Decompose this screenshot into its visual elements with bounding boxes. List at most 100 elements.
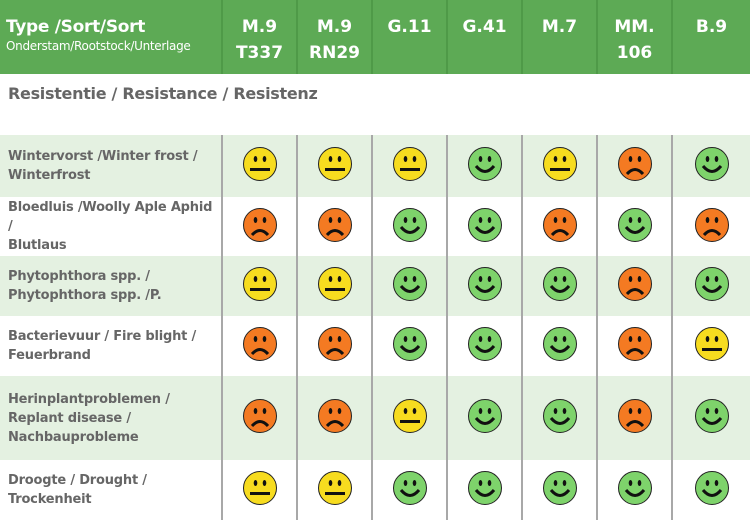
column-name: G.41 xyxy=(462,17,507,37)
smiley-happy-icon xyxy=(392,207,428,243)
smiley-neutral-icon xyxy=(542,146,578,182)
column-name: M.9 xyxy=(316,17,353,37)
rating-cell xyxy=(296,316,372,376)
row-label-line: Trockenheit xyxy=(8,492,92,507)
rating-cell xyxy=(296,460,372,520)
table-row: Droogte / Drought / Trockenheit xyxy=(0,460,750,520)
row-label: Wintervorst /Winter frost / Winterfrost xyxy=(0,135,222,197)
column-header-mm: MM. 106 xyxy=(596,0,672,74)
smiley-happy-icon xyxy=(542,326,578,362)
smiley-happy-icon xyxy=(542,266,578,302)
row-label-line: Wintervorst /Winter frost / xyxy=(8,149,198,164)
table-row: Herinplantproblemen / Replant disease / Na… xyxy=(0,376,750,460)
rating-cell xyxy=(521,197,597,256)
header-row: Type /Sort/Sort Onderstam/Rootstock/Unte… xyxy=(0,0,750,74)
smiley-happy-icon xyxy=(694,470,730,506)
rating-cell xyxy=(446,460,522,520)
rating-cell xyxy=(296,197,372,256)
column-name: M.9 xyxy=(241,17,278,37)
rating-cell xyxy=(521,316,597,376)
rating-cell xyxy=(446,197,522,256)
rating-cell xyxy=(596,135,672,197)
table-row: Phytophthora spp. / Phytophthora spp. /P. xyxy=(0,256,750,316)
row-label: Bacterievuur / Fire blight / Feuerbrand xyxy=(0,316,222,376)
rating-cell xyxy=(371,316,447,376)
rating-cell xyxy=(596,460,672,520)
smiley-sad-icon xyxy=(317,326,353,362)
rating-cell xyxy=(596,316,672,376)
column-header-b9: B.9 xyxy=(671,0,750,74)
smiley-neutral-icon xyxy=(694,326,730,362)
column-name: B.9 xyxy=(695,17,728,37)
row-label-line: Droogte / Drought / xyxy=(8,473,147,488)
table-row: Bacterievuur / Fire blight / Feuerbrand xyxy=(0,316,750,376)
smiley-sad-icon xyxy=(617,266,653,302)
column-header-m9: M.9 T337 xyxy=(221,0,297,74)
smiley-happy-icon xyxy=(392,470,428,506)
smiley-neutral-icon xyxy=(392,146,428,182)
rating-cell xyxy=(521,376,597,460)
rating-cell xyxy=(671,460,750,520)
smiley-happy-icon xyxy=(694,146,730,182)
row-label: Bloedluis /Woolly Aple Aphid / Blutlaus xyxy=(0,197,222,256)
smiley-happy-icon xyxy=(467,326,503,362)
smiley-sad-icon xyxy=(242,398,278,434)
column-header-g11: G.11 xyxy=(371,0,447,74)
rating-cell xyxy=(671,197,750,256)
smiley-happy-icon xyxy=(467,470,503,506)
smiley-sad-icon xyxy=(242,326,278,362)
smiley-neutral-icon xyxy=(242,266,278,302)
rating-cell xyxy=(521,460,597,520)
smiley-happy-icon xyxy=(694,266,730,302)
table-title: Type /Sort/Sort xyxy=(6,17,146,37)
rating-cell xyxy=(221,376,297,460)
rating-cell xyxy=(371,135,447,197)
column-header-g41: G.41 xyxy=(446,0,522,74)
rating-cell xyxy=(521,256,597,316)
rating-cell xyxy=(296,376,372,460)
row-label-line: Feuerbrand xyxy=(8,348,91,363)
rating-cell xyxy=(296,135,372,197)
row-label: Herinplantproblemen / Replant disease / Na… xyxy=(0,376,222,460)
smiley-happy-icon xyxy=(467,398,503,434)
row-label: Phytophthora spp. / Phytophthora spp. /P. xyxy=(0,256,222,316)
rating-cell xyxy=(371,197,447,256)
rating-cell xyxy=(371,256,447,316)
smiley-happy-icon xyxy=(392,266,428,302)
smiley-sad-icon xyxy=(617,326,653,362)
smiley-happy-icon xyxy=(542,470,578,506)
smiley-sad-icon xyxy=(694,207,730,243)
smiley-sad-icon xyxy=(317,398,353,434)
column-name-line2: T337 xyxy=(235,43,284,63)
smiley-neutral-icon xyxy=(317,266,353,302)
rating-cell xyxy=(671,135,750,197)
row-label-line: Winterfrost xyxy=(8,168,91,183)
rating-cell xyxy=(221,135,297,197)
type-header: Type /Sort/Sort Onderstam/Rootstock/Unte… xyxy=(0,0,222,74)
smiley-happy-icon xyxy=(694,398,730,434)
rating-cell xyxy=(296,256,372,316)
rating-cell xyxy=(221,197,297,256)
rating-cell xyxy=(671,316,750,376)
table-row: Wintervorst /Winter frost / Winterfrost xyxy=(0,135,750,197)
rating-cell xyxy=(221,460,297,520)
table-row: Bloedluis /Woolly Aple Aphid / Blutlaus xyxy=(0,197,750,256)
smiley-neutral-icon xyxy=(242,470,278,506)
smiley-sad-icon xyxy=(617,398,653,434)
smiley-neutral-icon xyxy=(317,470,353,506)
row-label-line: Herinplantproblemen / xyxy=(8,391,170,407)
row-label-line: Replant disease / xyxy=(8,410,131,426)
rating-cell xyxy=(596,197,672,256)
rating-cell xyxy=(371,376,447,460)
rating-cell xyxy=(446,135,522,197)
smiley-happy-icon xyxy=(542,398,578,434)
smiley-sad-icon xyxy=(317,207,353,243)
row-label-line: Nachbauprobleme xyxy=(8,429,139,445)
smiley-happy-icon xyxy=(617,207,653,243)
column-name: MM. xyxy=(614,17,655,37)
rating-cell xyxy=(596,256,672,316)
column-header-m9: M.9 RN29 xyxy=(296,0,372,74)
row-label-line: Bacterievuur / Fire blight / xyxy=(8,329,197,344)
column-header-m7: M.7 xyxy=(521,0,597,74)
